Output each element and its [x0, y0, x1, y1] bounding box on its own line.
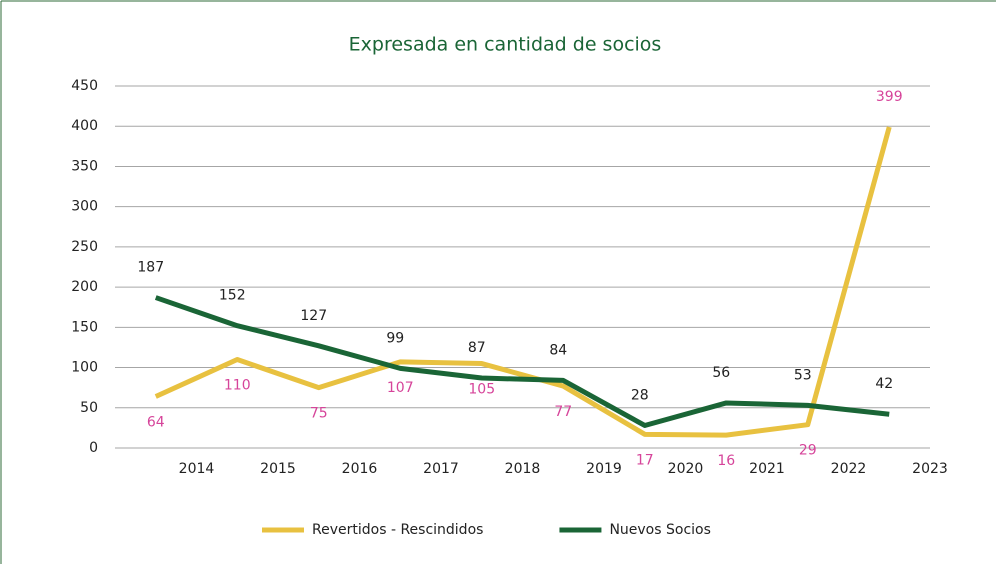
data-label: 17	[636, 452, 654, 468]
x-tick-label: 2019	[586, 461, 622, 477]
x-tick-label: 2023	[912, 461, 948, 477]
data-label: 29	[799, 443, 817, 459]
y-tick-label: 300	[71, 199, 98, 215]
x-tick-label: 2014	[179, 461, 215, 477]
x-tick-label: 2022	[831, 461, 867, 477]
data-label: 87	[468, 340, 486, 356]
legend-label: Nuevos Socios	[609, 522, 710, 538]
data-label: 16	[717, 453, 735, 469]
data-label: 127	[300, 308, 327, 324]
chart-title: Expresada en cantidad de socios	[349, 34, 662, 56]
y-tick-label: 450	[71, 78, 98, 94]
data-label: 110	[224, 378, 251, 394]
y-tick-label: 400	[71, 118, 98, 134]
y-tick-label: 100	[71, 360, 98, 376]
series-line	[154, 295, 890, 428]
y-tick-label: 150	[71, 319, 98, 335]
y-tick-label: 200	[71, 279, 98, 295]
data-label: 187	[137, 260, 164, 276]
y-tick-label: 50	[80, 400, 98, 416]
data-label: 99	[386, 330, 404, 346]
data-label: 152	[219, 288, 246, 304]
data-label: 64	[147, 415, 165, 431]
x-tick-label: 2018	[505, 461, 541, 477]
y-tick-label: 350	[71, 158, 98, 174]
data-label: 75	[310, 406, 328, 422]
data-label: 77	[554, 404, 572, 420]
x-tick-label: 2016	[342, 461, 378, 477]
data-label: 42	[875, 376, 893, 392]
data-label: 105	[468, 382, 495, 398]
x-tick-label: 2021	[749, 461, 785, 477]
data-label: 28	[631, 387, 649, 403]
legend-label: Revertidos - Rescindidos	[312, 522, 483, 538]
data-label: 56	[712, 365, 730, 381]
data-label: 399	[876, 89, 903, 105]
data-label: 107	[387, 380, 414, 396]
y-tick-label: 0	[89, 440, 98, 456]
data-label: 53	[794, 367, 812, 383]
series-line	[154, 126, 892, 438]
x-tick-label: 2017	[423, 461, 459, 477]
x-tick-label: 2020	[668, 461, 704, 477]
x-tick-label: 2015	[260, 461, 296, 477]
data-label: 84	[549, 342, 567, 358]
y-tick-label: 250	[71, 239, 98, 255]
